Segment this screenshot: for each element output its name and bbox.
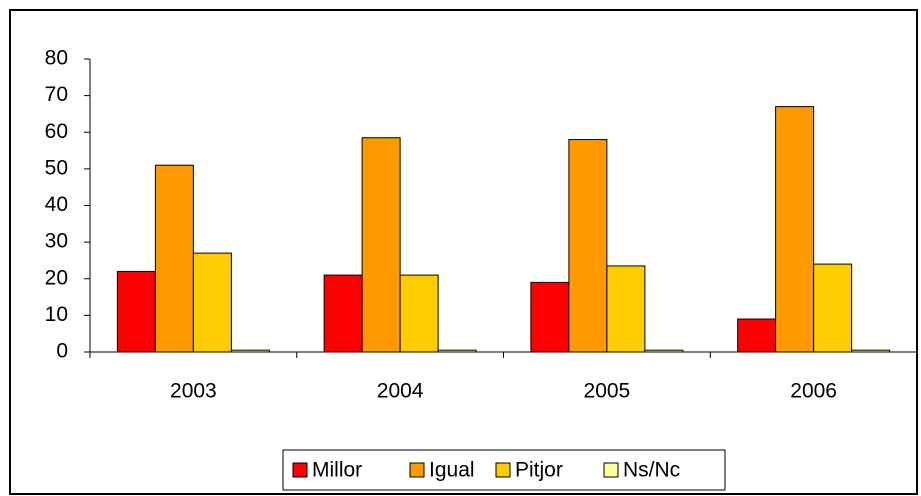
bar: [192, 252, 232, 353]
legend-swatch: [603, 462, 619, 478]
bar: [606, 265, 646, 353]
y-tick-label: 10: [45, 303, 68, 326]
x-tick-label: 2006: [790, 380, 837, 403]
bar: [775, 106, 815, 353]
legend-label: Igual: [429, 459, 475, 482]
y-tick-label: 20: [45, 266, 68, 289]
legend-label: Millor: [312, 459, 362, 482]
x-tick-label: 2005: [584, 380, 631, 403]
y-tick-label: 30: [45, 230, 68, 253]
x-tick-label: 2003: [170, 380, 217, 403]
y-tick-label: 50: [45, 156, 68, 179]
bar: [361, 137, 401, 353]
y-tick-label: 80: [45, 47, 68, 70]
legend-swatch: [292, 462, 308, 478]
bar: [737, 318, 777, 353]
bar: [323, 274, 363, 353]
x-tick-label: 2004: [377, 380, 424, 403]
legend-swatch: [409, 462, 425, 478]
legend-label: Pitjor: [515, 459, 563, 482]
bar: [154, 164, 194, 353]
y-tick-label: 40: [45, 193, 68, 216]
bar: [813, 263, 853, 353]
y-tick-label: 0: [56, 340, 68, 363]
bar: [399, 274, 439, 353]
bar: [568, 139, 608, 353]
y-tick-label: 70: [45, 83, 68, 106]
bar: [116, 270, 156, 353]
legend-swatch: [495, 462, 511, 478]
legend-label: Ns/Nc: [623, 459, 680, 482]
bar: [530, 281, 570, 353]
y-tick-label: 60: [45, 120, 68, 143]
